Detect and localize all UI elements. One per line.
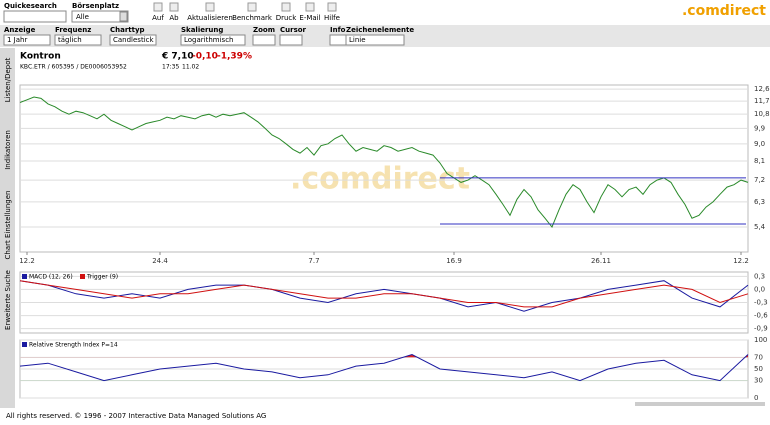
toolbar-button[interactable] (281, 2, 291, 12)
y-tick-label: 8,1 (754, 157, 765, 165)
x-tick-label: 7.7 (308, 257, 319, 265)
price: € 7,10 (161, 52, 194, 62)
setting-label: Cursor (280, 26, 307, 34)
date: 11.02 (182, 64, 199, 71)
stock-ids: KBC.ETR / 605395 / DE0006053952 (20, 64, 127, 71)
y-tick-label: 0,3 (754, 272, 765, 280)
toolbar-label: Hilfe (324, 14, 340, 22)
setting-label: Skalierung (181, 26, 223, 34)
x-tick-label: 26.11 (591, 257, 611, 265)
toolbar-label: Ab (169, 14, 179, 22)
y-tick-label: 7,2 (754, 176, 765, 184)
setting-label: Info (330, 26, 346, 34)
toolbar-button[interactable] (169, 2, 179, 12)
toolbar-label: Aktualisieren (187, 14, 233, 22)
toolbar-button[interactable] (247, 2, 257, 12)
exchange-label: Börsenplatz (72, 2, 119, 10)
toolbar-button[interactable] (205, 2, 215, 12)
side-tab[interactable]: Erweiterte Suche (4, 270, 12, 330)
price-line (19, 96, 749, 228)
toolbar-label: Druck (276, 14, 298, 22)
setting-control[interactable] (252, 34, 276, 46)
legend-swatch (22, 342, 27, 347)
y-tick-label: 0 (754, 394, 758, 402)
toolbar-label: Benchmark (232, 14, 273, 22)
change-pct: -1,39% (217, 52, 252, 62)
setting-value: Linie (349, 36, 366, 44)
x-tick-label: 24.4 (152, 257, 168, 265)
setting-control[interactable] (3, 34, 51, 46)
setting-label: Zoom (253, 26, 275, 34)
side-tab[interactable]: Chart Einstellungen (4, 191, 12, 260)
y-tick-label: 11,7 (754, 97, 770, 105)
exchange-value: Alle (76, 13, 89, 21)
setting-value: 1 Jahr (7, 36, 27, 44)
quicksearch-input[interactable] (3, 10, 67, 23)
toolbar-button[interactable] (153, 2, 163, 12)
legend-swatch (80, 274, 85, 279)
setting-control[interactable] (345, 34, 405, 46)
y-tick-label: -0,6 (754, 312, 768, 320)
setting-value: Candlestick (113, 36, 154, 44)
setting-control[interactable] (54, 34, 102, 46)
toolbar-button[interactable] (305, 2, 315, 12)
toolbar-label: Auf (152, 14, 164, 22)
y-tick-label: 50 (754, 365, 763, 373)
legend-label: Trigger (9) (86, 274, 118, 281)
setting-label: Zeichenelemente (346, 26, 414, 34)
setting-label: Charttyp (110, 26, 145, 34)
x-tick-label: 12.2 (19, 257, 35, 265)
logo: .comdirect (682, 3, 766, 19)
y-tick-label: 30 (754, 377, 763, 385)
dropdown-button[interactable] (119, 11, 128, 22)
side-tabs (0, 48, 15, 408)
y-tick-label: 100 (754, 336, 767, 344)
watermark: .comdirect (290, 162, 470, 197)
toolbar-button[interactable] (327, 2, 337, 12)
stock-name: Kontron (20, 52, 61, 62)
setting-label: Frequenz (55, 26, 91, 34)
y-tick-label: 70 (754, 353, 763, 361)
time: 17:35 (162, 64, 179, 71)
setting-label: Anzeige (4, 26, 36, 34)
scrollbar[interactable] (635, 402, 765, 406)
y-tick-label: -0,3 (754, 299, 768, 307)
y-tick-label: 9,9 (754, 124, 765, 132)
macd-line (19, 280, 749, 312)
change: -0,10 (192, 52, 218, 62)
setting-control[interactable] (279, 34, 303, 46)
setting-control[interactable] (109, 34, 157, 46)
y-tick-label: -0,9 (754, 325, 768, 333)
side-tab[interactable]: Listen/Depot (4, 57, 12, 102)
y-tick-label: 6,3 (754, 198, 765, 206)
side-tab[interactable]: Indikatoren (4, 130, 12, 170)
legend-label: MACD (12, 26) (29, 274, 73, 281)
exchange-select[interactable] (71, 10, 129, 23)
y-tick-label: 12,6 (754, 85, 770, 93)
rsi-line (19, 353, 749, 382)
setting-control[interactable] (180, 34, 246, 46)
y-tick-label: 5,4 (754, 223, 766, 231)
legend-swatch (22, 274, 27, 279)
toolbar-label: E-Mail (299, 14, 320, 22)
x-tick-label: 12.2 (733, 257, 749, 265)
setting-value: Logarithmisch (184, 36, 234, 44)
y-tick-label: 0,0 (754, 285, 765, 293)
rsi-title: Relative Strength Index P=14 (29, 342, 118, 349)
panel (19, 84, 749, 253)
macd-line (19, 280, 749, 308)
setting-value: täglich (58, 36, 82, 44)
footer: All rights reserved. © 1996 - 2007 Inter… (6, 412, 266, 420)
y-tick-label: 10,8 (754, 110, 770, 118)
quicksearch-label: Quickesearch (4, 2, 57, 10)
x-tick-label: 16.9 (446, 257, 462, 265)
y-tick-label: 9,0 (754, 140, 765, 148)
